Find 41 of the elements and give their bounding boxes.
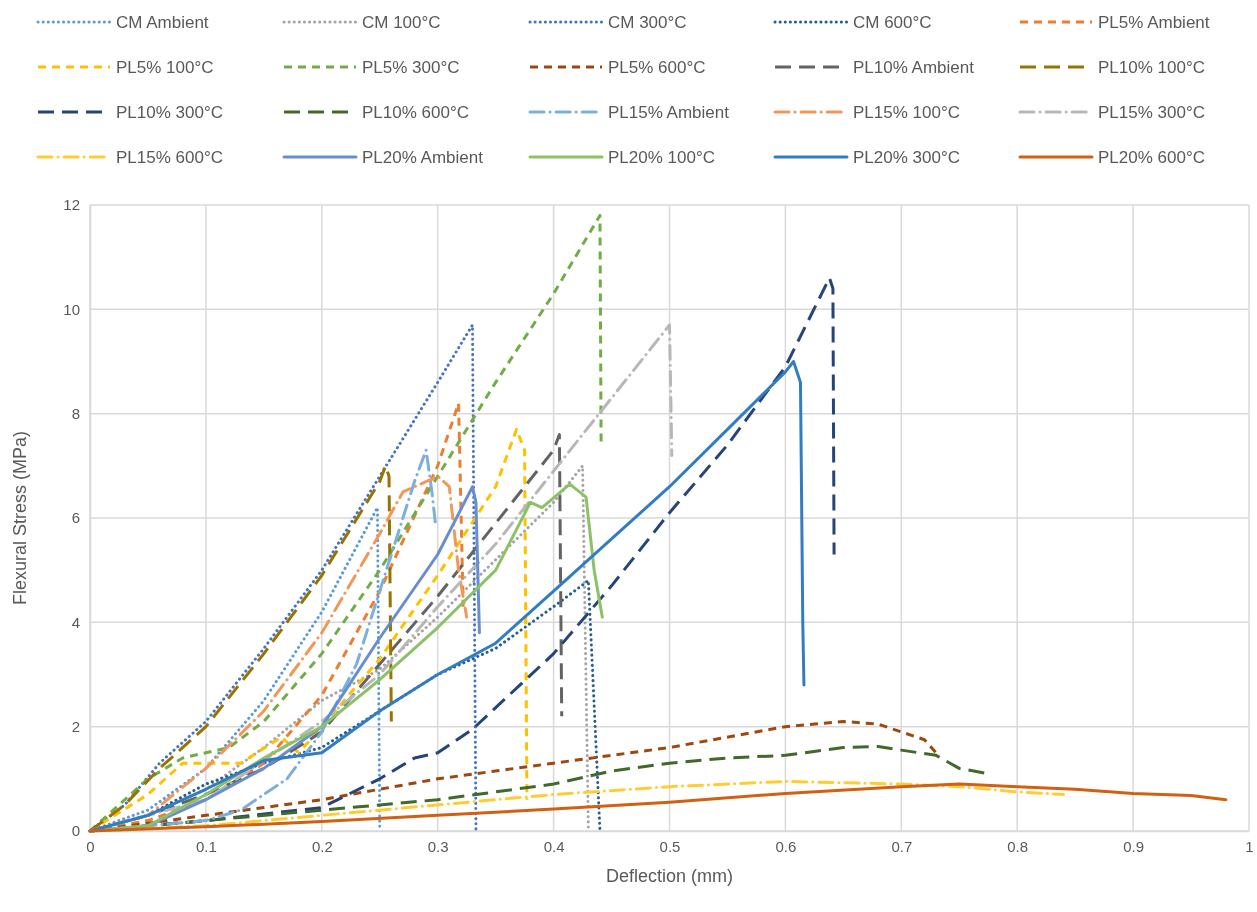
legend-label: PL15% 600°C [116,148,223,167]
y-tick-label: 4 [71,613,80,631]
legend-label: PL5% 100°C [116,58,214,77]
y-tick-label: 2 [71,717,80,735]
x-tick-label: 0.7 [891,837,913,855]
legend-label: PL5% 300°C [362,58,460,77]
x-axis-title: Deflection (mm) [605,866,734,886]
legend-label: PL20% 100°C [608,148,715,167]
legend-label: PL10% 300°C [116,103,223,122]
x-tick-label: 0 [86,837,95,855]
x-tick-label: 0.1 [195,837,217,855]
x-tick-label: 0.3 [427,837,449,855]
y-tick-label: 10 [63,300,80,318]
legend-label: PL5% Ambient [1098,13,1210,32]
legend-label: PL20% Ambient [362,148,484,167]
x-tick-label: 0.4 [543,837,565,855]
legend-label: PL10% 600°C [362,103,469,122]
legend-label: PL15% 100°C [853,103,960,122]
legend-label: PL20% 600°C [1098,148,1205,167]
x-tick-label: 1 [1245,837,1254,855]
x-tick-label: 0.2 [311,837,333,855]
x-tick-label: 0.8 [1007,837,1029,855]
line-series [88,782,1228,833]
legend-label: CM 100°C [362,13,441,32]
x-tick-label: 0.9 [1123,837,1145,855]
y-tick-label: 8 [71,404,80,422]
legend-label: PL20% 300°C [853,148,960,167]
legend-label: PL15% Ambient [608,103,730,122]
legend-label: PL15% 300°C [1098,103,1205,122]
y-tick-label: 12 [63,196,80,214]
y-axis-title: Flexural Stress (MPa) [10,430,30,606]
legend-label: CM 300°C [608,13,687,32]
legend-label: CM Ambient [116,13,209,32]
legend-label: PL10% 100°C [1098,58,1205,77]
legend-label: CM 600°C [853,13,932,32]
y-tick-label: 0 [71,822,80,840]
x-tick-label: 0.6 [775,837,797,855]
legend-label: PL10% Ambient [853,58,975,77]
legend-label: PL5% 600°C [608,58,706,77]
x-tick-label: 0.5 [659,837,681,855]
y-tick-label: 6 [71,509,80,527]
